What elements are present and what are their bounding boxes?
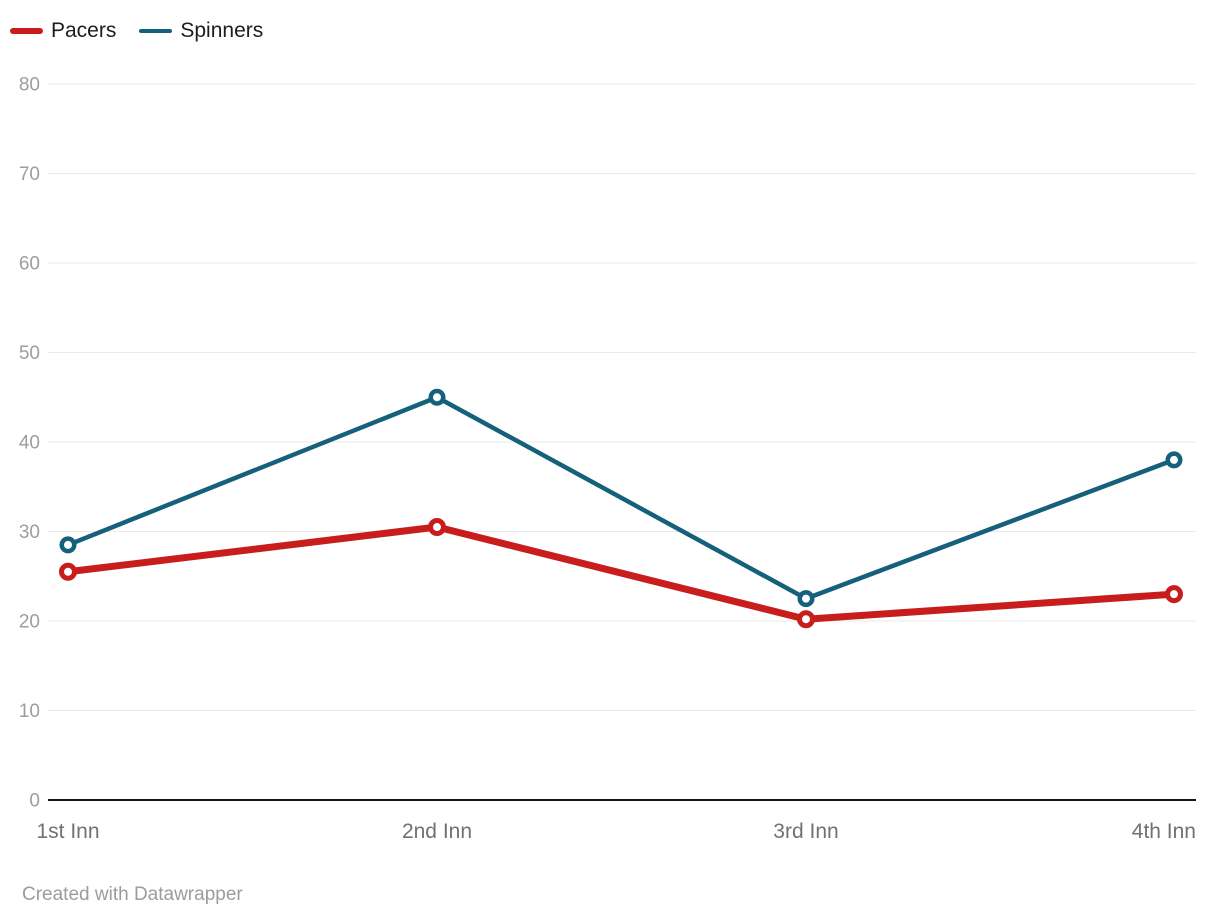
data-point-pacers-2nd-inn[interactable]	[428, 518, 446, 537]
series-spinners	[59, 388, 1183, 608]
y-tick-label: 80	[19, 75, 40, 96]
y-tick-label: 70	[19, 164, 40, 185]
y-tick-label: 30	[19, 522, 40, 543]
legend-swatch-spinners	[139, 29, 173, 33]
data-point-pacers-3rd-inn[interactable]	[797, 610, 815, 629]
x-tick-label: 3rd Inn	[773, 820, 838, 843]
legend-swatch-pacers	[10, 28, 43, 34]
data-point-spinners-3rd-inn[interactable]	[797, 590, 815, 608]
legend-label-pacers: Pacers	[51, 19, 117, 42]
x-tick-label: 2nd Inn	[402, 820, 472, 843]
attribution: Created with Datawrapper	[22, 884, 243, 905]
x-axis-labels: 1st Inn 2nd Inn 3rd Inn 4th Inn	[36, 820, 1196, 843]
series-line-pacers	[64, 523, 1178, 623]
data-point-pacers-4th-inn[interactable]	[1165, 585, 1183, 604]
legend-item-spinners: Spinners	[139, 17, 263, 45]
data-point-spinners-4th-inn[interactable]	[1165, 451, 1183, 469]
x-tick-label: 4th Inn	[1132, 820, 1196, 843]
data-point-pacers-1st-inn[interactable]	[59, 562, 77, 581]
legend-item-pacers: Pacers	[10, 17, 116, 45]
y-tick-label: 60	[19, 254, 40, 275]
legend: Pacers Spinners	[10, 17, 263, 45]
x-tick-label: 1st Inn	[36, 820, 99, 843]
y-tick-label: 0	[29, 791, 40, 812]
y-tick-label: 40	[19, 433, 40, 454]
data-point-spinners-2nd-inn[interactable]	[428, 388, 446, 406]
series-pacers	[59, 518, 1183, 629]
y-tick-label: 20	[19, 612, 40, 633]
series-line-spinners	[65, 395, 1177, 601]
legend-label-spinners: Spinners	[180, 19, 264, 42]
y-tick-label: 10	[19, 701, 40, 722]
data-point-spinners-1st-inn[interactable]	[59, 536, 77, 554]
y-tick-label: 50	[19, 343, 40, 364]
gridlines: 0 10 20 30 40 50 60 70 80	[19, 75, 1196, 812]
